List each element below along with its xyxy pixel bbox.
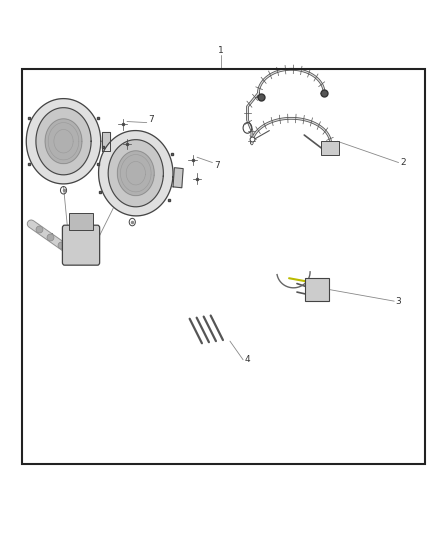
FancyBboxPatch shape xyxy=(321,141,339,155)
Text: 6: 6 xyxy=(47,233,53,241)
Polygon shape xyxy=(45,119,82,164)
Polygon shape xyxy=(173,168,183,188)
Text: 7: 7 xyxy=(214,161,220,169)
Polygon shape xyxy=(102,132,110,151)
Polygon shape xyxy=(117,151,154,196)
Text: 5: 5 xyxy=(117,198,124,207)
Polygon shape xyxy=(108,140,163,207)
FancyBboxPatch shape xyxy=(69,213,93,230)
Text: 7: 7 xyxy=(148,116,154,124)
FancyBboxPatch shape xyxy=(305,278,329,301)
Polygon shape xyxy=(26,99,101,184)
Text: 2: 2 xyxy=(400,158,406,167)
Bar xyxy=(22,69,425,464)
Polygon shape xyxy=(99,131,173,216)
Polygon shape xyxy=(36,108,91,175)
FancyBboxPatch shape xyxy=(62,225,99,265)
Text: 3: 3 xyxy=(396,297,402,305)
Text: 1: 1 xyxy=(218,46,224,55)
Text: 4: 4 xyxy=(245,356,250,364)
